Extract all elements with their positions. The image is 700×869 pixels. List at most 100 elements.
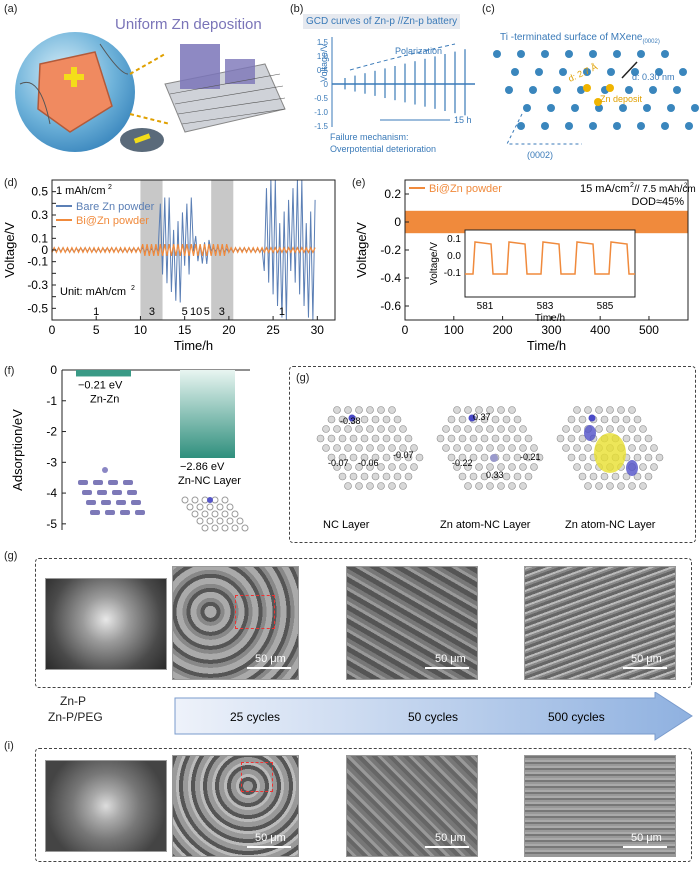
nitrogen-atom bbox=[468, 414, 476, 422]
carbon-ring bbox=[617, 482, 625, 490]
zn-atom bbox=[116, 500, 126, 505]
carbon-ring bbox=[508, 482, 516, 490]
carbon-ring bbox=[399, 444, 407, 452]
lattice-atom bbox=[643, 104, 651, 112]
carbon-ring bbox=[206, 503, 214, 511]
carbon-ring bbox=[567, 434, 576, 443]
y-tick-label: -0.2 bbox=[380, 243, 401, 257]
carbon-ring bbox=[622, 434, 631, 443]
zn-deposit-atom bbox=[606, 84, 614, 92]
carbon-ring bbox=[366, 463, 374, 471]
lattice-atom bbox=[583, 68, 591, 76]
carbon-ring bbox=[584, 482, 592, 490]
panel-g2-frame bbox=[35, 558, 692, 688]
panel-c-lattice: d: 2.7 Å d: 0.30 nm Zn deposit (0002) bbox=[493, 50, 699, 160]
carbon-ring bbox=[404, 472, 413, 481]
carbon-ring bbox=[464, 444, 472, 452]
carbon-ring bbox=[388, 444, 396, 452]
carbon-ring bbox=[236, 517, 244, 525]
carbon-ring bbox=[377, 463, 385, 471]
dod-text: DOD≈45% bbox=[632, 196, 685, 208]
carbon-ring bbox=[567, 453, 576, 462]
legend-label: Bi@Zn powder bbox=[76, 215, 149, 227]
capacity-label: 3 bbox=[149, 306, 155, 318]
tick-label: 0.5 bbox=[317, 66, 329, 75]
shaded-region bbox=[211, 180, 234, 320]
carbon-ring bbox=[530, 463, 538, 471]
carbon-ring bbox=[388, 482, 396, 490]
capacity-label: 10 bbox=[190, 306, 202, 318]
lattice-atom bbox=[541, 122, 549, 130]
inset-y-tick-label: 0.0 bbox=[447, 251, 461, 262]
carbon-ring bbox=[486, 444, 494, 452]
condition-sup: 2 bbox=[684, 183, 688, 189]
inset-y-label: Voltage/V bbox=[429, 242, 440, 285]
carbon-ring bbox=[600, 472, 609, 481]
carbon-ring bbox=[486, 463, 494, 471]
carbon-ring bbox=[216, 517, 224, 525]
carbon-ring bbox=[573, 425, 581, 433]
y-tick-label: 0.2 bbox=[384, 187, 401, 201]
panel-c-d2: d: 0.30 nm bbox=[632, 72, 675, 82]
lattice-atom bbox=[661, 122, 669, 130]
carbon-ring bbox=[628, 425, 636, 433]
carbon-ring bbox=[327, 453, 336, 462]
lattice-atom bbox=[631, 68, 639, 76]
x-tick-label: 5 bbox=[93, 323, 100, 337]
carbon-ring bbox=[606, 482, 614, 490]
carbon-ring bbox=[524, 434, 533, 443]
x-tick-label: 30 bbox=[311, 323, 325, 337]
x-tick-label: 300 bbox=[541, 323, 561, 337]
carbon-ring bbox=[349, 434, 358, 443]
scale-text: 50 μm bbox=[631, 653, 662, 665]
carbon-ring bbox=[513, 472, 522, 481]
scale-text: 50 μm bbox=[435, 653, 466, 665]
capacity-label: 1 bbox=[279, 306, 285, 318]
carbon-ring bbox=[382, 453, 391, 462]
carbon-ring bbox=[573, 406, 581, 414]
carbon-ring bbox=[475, 482, 483, 490]
carbon-ring bbox=[513, 453, 522, 462]
lattice-atom bbox=[613, 122, 621, 130]
x-tick-label: 25 bbox=[266, 323, 280, 337]
carbon-ring bbox=[502, 415, 511, 424]
bar-zn-nc bbox=[180, 370, 235, 458]
sem-i-50: 50 μm bbox=[346, 755, 478, 857]
zn-atom bbox=[127, 490, 137, 495]
carbon-ring bbox=[360, 415, 369, 424]
zn-atom bbox=[86, 500, 96, 505]
carbon-ring bbox=[519, 425, 527, 433]
charge-density-lobe bbox=[584, 425, 596, 441]
zn-atom bbox=[102, 467, 108, 473]
carbon-ring bbox=[644, 434, 653, 443]
panel-b-ylabel: Voltage/V bbox=[319, 43, 329, 82]
carbon-ring bbox=[349, 453, 358, 462]
carbon-ring bbox=[393, 453, 402, 462]
carbon-ring bbox=[399, 425, 407, 433]
sem-g-zoom-box bbox=[235, 595, 275, 629]
carbon-ring bbox=[508, 463, 516, 471]
sem-g-25: 50 μm bbox=[172, 566, 299, 680]
carbon-ring bbox=[480, 434, 489, 443]
carbon-ring bbox=[524, 453, 533, 462]
inset-x-tick-label: 585 bbox=[597, 301, 614, 312]
carbon-ring bbox=[442, 425, 450, 433]
inset-x-label: Time/h bbox=[535, 313, 565, 324]
carbon-ring bbox=[578, 453, 587, 462]
x-tick-label: 0 bbox=[49, 323, 56, 337]
panel-f-label: (f) bbox=[4, 365, 15, 377]
x-tick-label: 500 bbox=[639, 323, 659, 337]
tick-label: -0.5 bbox=[314, 94, 328, 103]
y-tick-label: 0.5 bbox=[31, 185, 48, 199]
y-tick-label: -0.6 bbox=[380, 299, 401, 313]
lattice-atom bbox=[523, 104, 531, 112]
carbon-ring bbox=[464, 482, 472, 490]
carbon-ring bbox=[639, 482, 647, 490]
panel-c-title: Ti -terminated surface of MXene(0002) bbox=[500, 32, 660, 45]
carbon-ring bbox=[502, 453, 511, 462]
carbon-ring bbox=[216, 503, 224, 511]
y-tick-label: 0 bbox=[394, 215, 401, 229]
header-sup: 2 bbox=[108, 184, 112, 191]
scale-text: 50 μm bbox=[255, 832, 286, 844]
panel-a-illustration bbox=[15, 32, 286, 152]
